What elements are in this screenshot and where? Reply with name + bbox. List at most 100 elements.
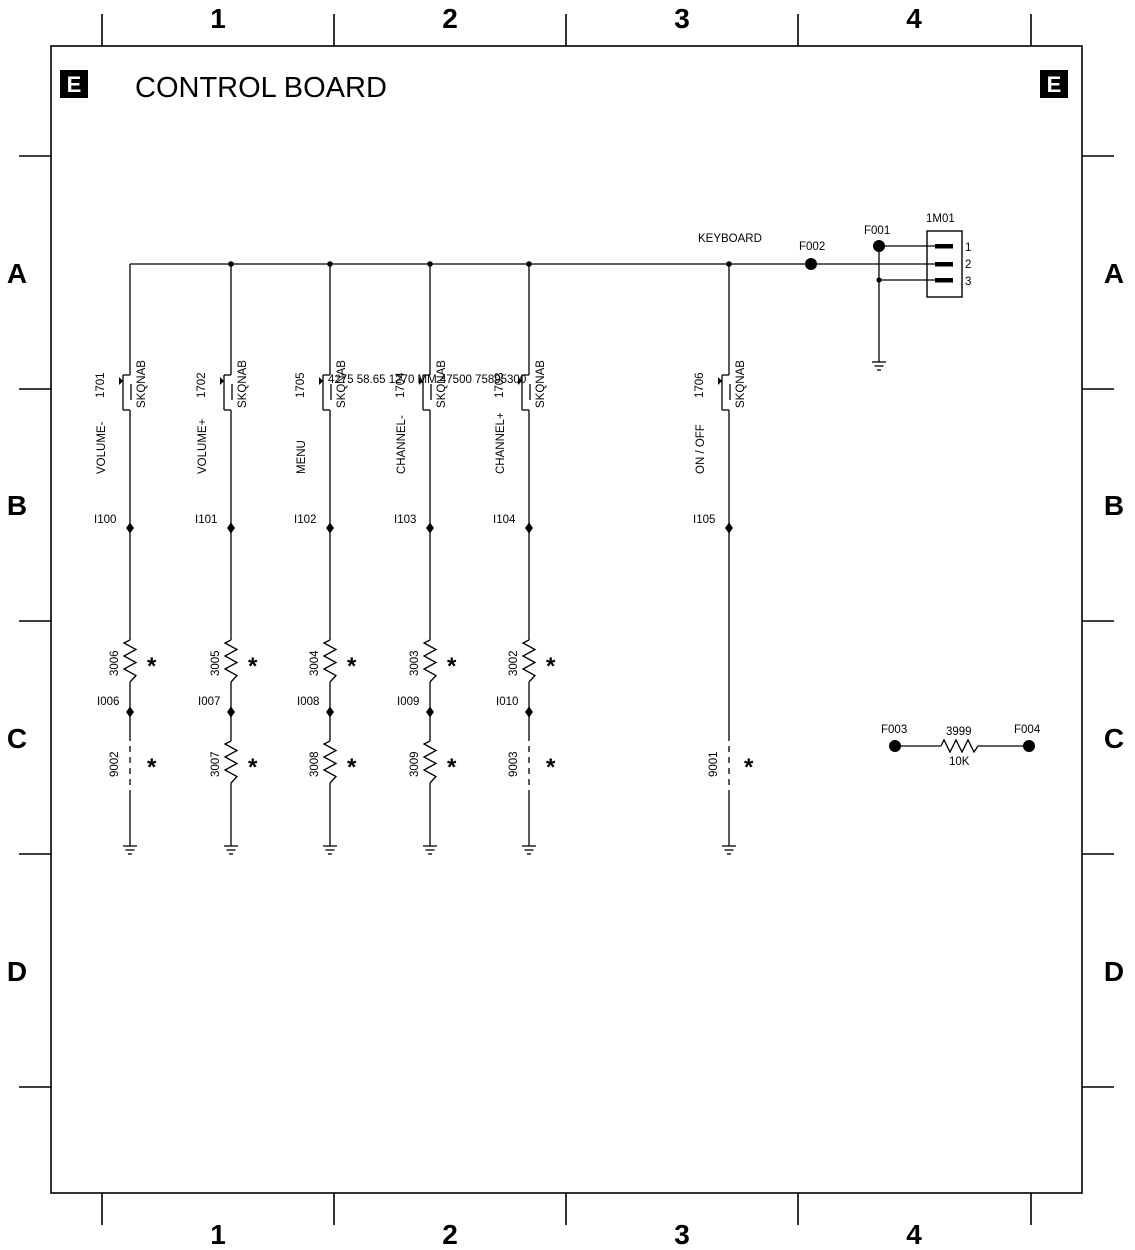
badge-letter: E (1047, 72, 1062, 97)
drawing-frame (19, 14, 1114, 1225)
fit-star: * (347, 653, 357, 680)
column-label: 2 (442, 1219, 458, 1250)
ground-symbol (224, 845, 238, 855)
switch-part-label: SKQNAB (535, 360, 547, 408)
page-title: CONTROL BOARD (135, 72, 387, 104)
corner-badge-right: E (1040, 70, 1068, 98)
row-label: A (7, 258, 27, 289)
resistor-3002 (521, 639, 537, 683)
ground-symbol (423, 845, 437, 855)
switch-actuator (220, 377, 224, 385)
jumper-ref: 9002 (109, 751, 121, 777)
badge-letter: E (67, 72, 82, 97)
tact-switch-1705 (319, 374, 332, 411)
switch-branch-1702: 1702 SKQNAB VOLUME+ I101 3005 * I007 3007 * (195, 264, 258, 855)
switch-ref: 1701 (95, 372, 107, 398)
switch-ref: 1706 (694, 372, 706, 398)
connector-1m01-body (926, 230, 963, 298)
switch-actuator (718, 377, 722, 385)
row-labels-left: A B C D (7, 258, 27, 987)
ground-symbol (522, 845, 536, 855)
resistor-ref: 3999 (946, 726, 972, 738)
row-label: D (7, 956, 27, 987)
switch-branch-1704: 1704 SKQNAB CHANNEL- I103 3003 * I009 3009 * (394, 264, 457, 855)
switch-actuator (119, 377, 123, 385)
net-label-keyboard: KEYBOARD (698, 233, 762, 245)
switch-function-label: CHANNEL- (396, 415, 408, 474)
node-label: I104 (493, 514, 516, 526)
resistor-3999-circuit: F003 F004 3999 10K (881, 724, 1041, 768)
test-point-f002 (805, 258, 817, 270)
switch-part-label: SKQNAB (237, 360, 249, 408)
switch-branch-1705: 1705 SKQNAB MENU I102 3004 * I008 3008 * (294, 264, 357, 855)
row-label: B (1104, 490, 1124, 521)
connector-pin (935, 262, 953, 267)
resistor-3004 (322, 639, 338, 683)
test-point-f003 (889, 740, 901, 752)
row-label: C (7, 723, 27, 754)
fit-star: * (248, 754, 258, 781)
connector-pin (935, 278, 953, 283)
resistor-ref: 3002 (508, 650, 520, 676)
fit-star: * (347, 754, 357, 781)
fit-star: * (546, 754, 556, 781)
junction-dot (876, 277, 882, 283)
jumper-ref: 9001 (708, 751, 720, 777)
resistor-ref: 3007 (210, 751, 222, 777)
switch-actuator (319, 377, 323, 385)
node-label: I100 (94, 514, 116, 526)
jumper-ref: 9003 (508, 751, 520, 777)
fit-star: * (744, 754, 754, 781)
switch-function-label: ON / OFF (695, 424, 707, 474)
resistor-3999 (940, 738, 979, 754)
fit-star: * (147, 653, 157, 680)
corner-badge-left: E (60, 70, 88, 98)
tact-switch-1701 (119, 374, 132, 411)
badge-box (1040, 70, 1068, 98)
column-label: 3 (674, 3, 690, 34)
connector-pin-label: 1 (965, 242, 971, 254)
switch-ref: 1702 (196, 372, 208, 398)
node-label: I105 (693, 514, 715, 526)
node-label: I006 (97, 696, 119, 708)
row-label: B (7, 490, 27, 521)
row-label: A (1104, 258, 1124, 289)
resistor-ref: 3003 (409, 650, 421, 676)
node-label: I102 (294, 514, 316, 526)
switch-function-label: CHANNEL+ (495, 412, 507, 474)
resistor-3005 (223, 639, 239, 683)
node-label: I103 (394, 514, 416, 526)
row-label: D (1104, 956, 1124, 987)
fit-star: * (447, 754, 457, 781)
column-labels-top: 1 2 3 4 (210, 3, 922, 34)
test-point-label: F004 (1014, 724, 1041, 736)
switch-function-label: MENU (296, 440, 308, 474)
switch-part-label: SKQNAB (136, 360, 148, 408)
tact-switch-1706 (718, 374, 731, 411)
switch-function-label: VOLUME+ (197, 418, 209, 474)
column-labels-bottom: 1 2 3 4 (210, 1219, 922, 1250)
resistor-ref: 3009 (409, 751, 421, 777)
row-label: C (1104, 723, 1124, 754)
connector-ref: 1M01 (926, 213, 955, 225)
switch-actuator (518, 377, 522, 385)
node-label: I010 (496, 696, 518, 708)
node-label: I008 (297, 696, 319, 708)
tact-switch-1703 (518, 374, 531, 411)
fit-star: * (248, 653, 258, 680)
row-labels-right: A B C D (1104, 258, 1124, 987)
switch-part-label: SKQNAB (336, 360, 348, 408)
fit-star: * (147, 754, 157, 781)
switch-branch-1706: 1706 SKQNAB ON / OFF I105 9001 * (693, 264, 754, 855)
connector-pin-label: 2 (965, 259, 971, 271)
badge-box (60, 70, 88, 98)
stray-coordinate-text: 4275 58.65 1270 MM 47500 75895300 (328, 374, 526, 386)
switch-branch-1701: 1701 SKQNAB VOLUME- I100 3006 * I006 9002 * (94, 264, 157, 855)
resistor-ref: 3005 (210, 650, 222, 676)
fit-star: * (546, 653, 556, 680)
resistor-3007 (223, 740, 239, 784)
column-label: 1 (210, 3, 226, 34)
column-label: 3 (674, 1219, 690, 1250)
switch-actuator (419, 377, 423, 385)
